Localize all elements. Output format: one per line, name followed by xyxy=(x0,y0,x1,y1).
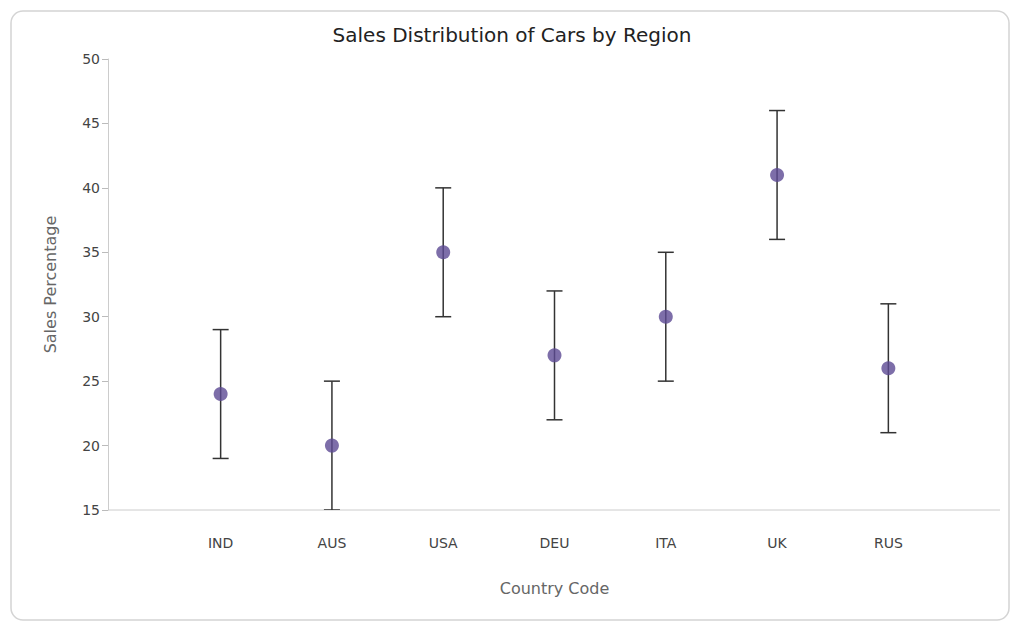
svg-text:ITA: ITA xyxy=(655,535,677,551)
svg-text:15: 15 xyxy=(82,502,100,518)
svg-text:Country Code: Country Code xyxy=(500,579,610,598)
svg-text:50: 50 xyxy=(82,51,100,67)
svg-text:RUS: RUS xyxy=(874,535,903,551)
svg-text:USA: USA xyxy=(429,535,458,551)
svg-text:20: 20 xyxy=(82,438,100,454)
svg-text:35: 35 xyxy=(82,244,100,260)
svg-text:30: 30 xyxy=(82,309,100,325)
svg-text:Sales Percentage: Sales Percentage xyxy=(41,216,60,354)
svg-text:45: 45 xyxy=(82,115,100,131)
svg-text:25: 25 xyxy=(82,373,100,389)
svg-text:AUS: AUS xyxy=(318,535,347,551)
svg-text:40: 40 xyxy=(82,180,100,196)
svg-text:DEU: DEU xyxy=(540,535,570,551)
svg-text:Sales Distribution of Cars by: Sales Distribution of Cars by Region xyxy=(333,23,692,47)
svg-text:IND: IND xyxy=(208,535,233,551)
svg-text:UK: UK xyxy=(767,535,787,551)
